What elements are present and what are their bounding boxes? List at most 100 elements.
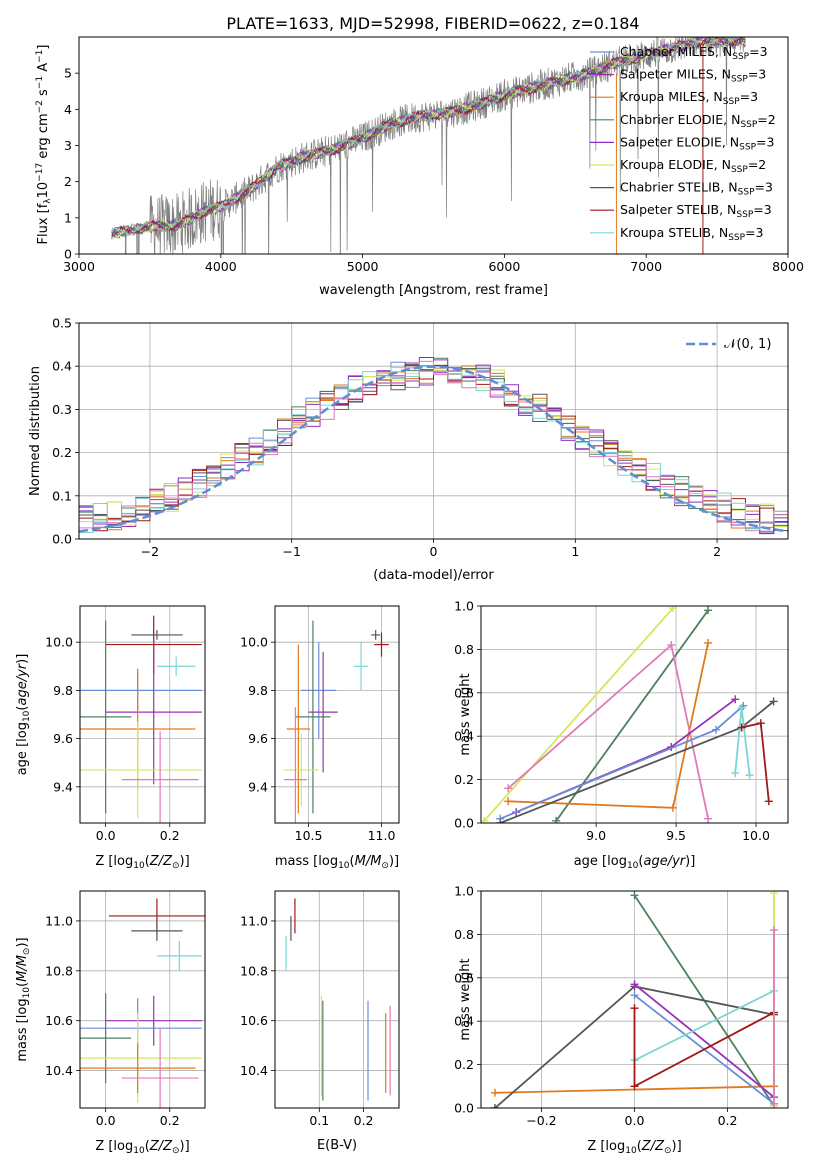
label-part: Z/Z — [149, 854, 173, 869]
legend-suffix: =3 — [756, 134, 774, 149]
legend-suffix: =3 — [753, 202, 771, 217]
mass-weight-line — [507, 643, 709, 819]
residuals-frame — [78, 322, 789, 540]
legend-label: Chabrier MILES, N — [620, 44, 732, 59]
label-part: ( — [350, 854, 355, 869]
y-tick-label: 0.3 — [52, 402, 72, 417]
y-tick-label: 10.6 — [45, 1013, 73, 1028]
legend-label: Salpeter MILES, N — [620, 67, 731, 82]
model-spectrum-line — [111, 37, 746, 239]
mass_vs_Z-xlabel: Z [log10(Z/Z⊙)] — [95, 1139, 189, 1156]
label-part: Z [log — [95, 854, 133, 869]
model-spectrum-line — [111, 37, 746, 237]
x-tick-label: 10.0 — [742, 828, 770, 843]
y-tick-label: 9.4 — [248, 779, 268, 794]
y-tick-label: 0.0 — [454, 1101, 474, 1116]
mass_vs_EBV-axes: 0.1 0.2 10.4 10.6 10.8 11.0 — [240, 891, 399, 1128]
y-tick-label: 11.0 — [45, 913, 73, 928]
age_vs_Z-frame — [79, 605, 206, 824]
y-tick-label: 0.6 — [454, 685, 474, 700]
label-part: A — [36, 63, 51, 76]
y-tick-label: 10.0 — [240, 635, 268, 650]
legend-entry: Chabrier MILES, NSSP=3 — [620, 44, 768, 62]
label-part: ( — [145, 854, 150, 869]
mass-weight-point — [630, 891, 639, 900]
label-part: )] — [685, 854, 695, 869]
legend-entry: Salpeter MILES, NSSP=3 — [620, 67, 766, 85]
legend-sub: SSP — [736, 210, 753, 220]
label-part: )] — [15, 937, 30, 947]
label-part: 10 — [36, 182, 51, 199]
mass-weight-line — [634, 989, 775, 1062]
legend-sub: SSP — [731, 165, 748, 175]
y-tick-label: 10.4 — [240, 1063, 268, 1078]
mass-weight-point — [704, 638, 713, 647]
label-part: λ — [43, 198, 53, 204]
label-part: age/yr — [15, 662, 30, 705]
x-tick-label: 9.5 — [666, 828, 686, 843]
mass_vs_EBV-frame — [274, 890, 400, 1109]
x-tick-label: 2 — [713, 544, 721, 559]
residual-histogram-line — [79, 360, 788, 532]
mass_vs_Z-ylabel: mass [log10(M/M⊙)] — [15, 937, 32, 1061]
x-tick-label: 0.0 — [625, 1113, 645, 1128]
y-tick-label: 0.4 — [454, 1014, 474, 1029]
label-part: ( — [145, 1139, 150, 1154]
legend-entry: Chabrier ELODIE, NSSP=2 — [620, 112, 776, 130]
age_vs_Z-axes: 0.0 0.2 9.4 9.6 9.8 10.0 — [45, 606, 205, 843]
mass-weight-point — [490, 1088, 499, 1097]
massweight_vs_age-frame — [480, 605, 789, 824]
legend-suffix: =2 — [757, 112, 775, 127]
x-tick-label: 5000 — [347, 259, 379, 274]
x-tick-label: 0.2 — [160, 828, 180, 843]
y-tick-label: 10.4 — [45, 1063, 73, 1078]
normal-curve-line — [79, 365, 788, 533]
y-tick-label: 0.2 — [454, 772, 474, 787]
y-tick-label: 0.0 — [52, 532, 72, 547]
legend-sub: SSP — [728, 233, 745, 243]
label-part: −17 — [35, 163, 45, 182]
label-part: )] — [15, 654, 30, 664]
label-part: mass [log — [275, 854, 338, 869]
y-tick-label: 0.8 — [454, 642, 474, 657]
label-part: Flux [f — [36, 203, 51, 244]
residuals-legend-label: 𝒩(0, 1) — [724, 337, 771, 352]
mass-weight-point — [764, 797, 773, 806]
label-part: ⊙ — [381, 861, 389, 871]
mass_vs_Z-plot — [80, 898, 205, 1108]
mass-weight-point — [504, 797, 513, 806]
x-tick-label: 0.0 — [96, 828, 116, 843]
y-tick-label: 0.4 — [52, 359, 72, 374]
x-tick-label: 8000 — [772, 259, 804, 274]
y-tick-label: 0 — [64, 247, 72, 262]
massweight_vs_age-xlabel: age [log10(age/yr)] — [574, 854, 696, 871]
label-part: ⊙ — [22, 948, 32, 956]
mass-weight-point — [712, 725, 721, 734]
y-tick-label: 0.2 — [454, 1057, 474, 1072]
x-tick-label: −1 — [282, 544, 300, 559]
x-tick-label: 0.0 — [96, 1113, 116, 1128]
label-part: 10 — [338, 861, 350, 871]
massweight_vs_Z-ylabel: mass weight — [458, 958, 473, 1040]
age_vs_Z-plot — [80, 615, 202, 823]
label-part: ( — [15, 706, 30, 711]
y-tick-label: 9.6 — [53, 731, 73, 746]
mass_vs_Z-axes: 0.0 0.2 10.4 10.6 10.8 11.0 — [45, 891, 205, 1128]
legend-suffix: =3 — [755, 180, 773, 195]
legend-suffix: =3 — [740, 89, 758, 104]
label-part: age [log — [15, 722, 30, 775]
age_vs_mass-xlabel: mass [log10(M/M⊙)] — [275, 854, 399, 871]
spectrum-xlabel: wavelength [Angstrom, rest frame] — [319, 283, 548, 298]
y-tick-label: 2 — [64, 174, 72, 189]
legend-entry: Salpeter STELIB, NSSP=3 — [620, 202, 772, 220]
x-tick-label: 11.0 — [368, 828, 396, 843]
massweight_vs_Z-plot — [490, 891, 779, 1108]
label-part: −2 — [35, 100, 45, 113]
x-tick-label: 0.2 — [718, 1113, 738, 1128]
legend-suffix: =3 — [749, 44, 767, 59]
x-tick-label: 4000 — [205, 259, 237, 274]
label-part: )] — [389, 854, 399, 869]
